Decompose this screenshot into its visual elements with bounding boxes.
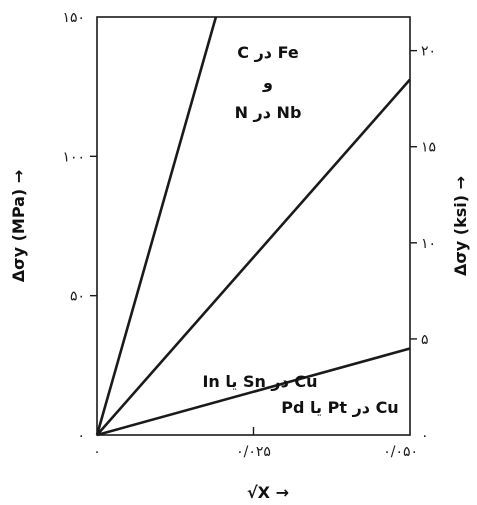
annotation-label: Cu در Sn یا In (202, 372, 317, 391)
y-axis-title-left: Δσy (MPa) → (9, 170, 28, 282)
annotation-label: Nb در N (235, 103, 302, 122)
y-right-tick-label: ۱۰ (421, 236, 436, 252)
series-line-3 (96, 347, 411, 437)
annotation-layer: Fe در C و Nb در N Cu در Sn یا In Cu در Pt یا… (202, 43, 398, 417)
y-left-tick-label: ۱۵۰ (62, 10, 85, 26)
y-left-tick-label: ۵۰ (70, 289, 85, 305)
x-axis-title: √X → (247, 483, 289, 502)
series-line-1 (95, 16, 218, 436)
series-line-2 (96, 78, 411, 436)
y-right-tick-label: ۲۰ (421, 44, 436, 60)
annotation-label: Fe در C (237, 43, 299, 62)
series-layer (95, 16, 411, 437)
y-axis-title-right: Δσy (ksi) → (451, 176, 470, 276)
y-left-tick-label: ۱۰۰ (62, 149, 85, 165)
y-left-tick-label: ۰ (77, 428, 85, 444)
x-tick-label: ۰/۰۲۵ (236, 444, 271, 460)
y-right-tick-label: ۰ (421, 428, 429, 444)
x-tick-label: ۰ (93, 444, 101, 460)
y-right-tick-label: ۵ (421, 332, 429, 348)
y-right-tick-label: ۱۵ (421, 140, 436, 156)
annotation-label: Cu در Pt یا Pd (281, 398, 398, 417)
x-tick-label: ۰/۰۵۰ (383, 444, 418, 460)
annotation-label: و (262, 73, 273, 92)
